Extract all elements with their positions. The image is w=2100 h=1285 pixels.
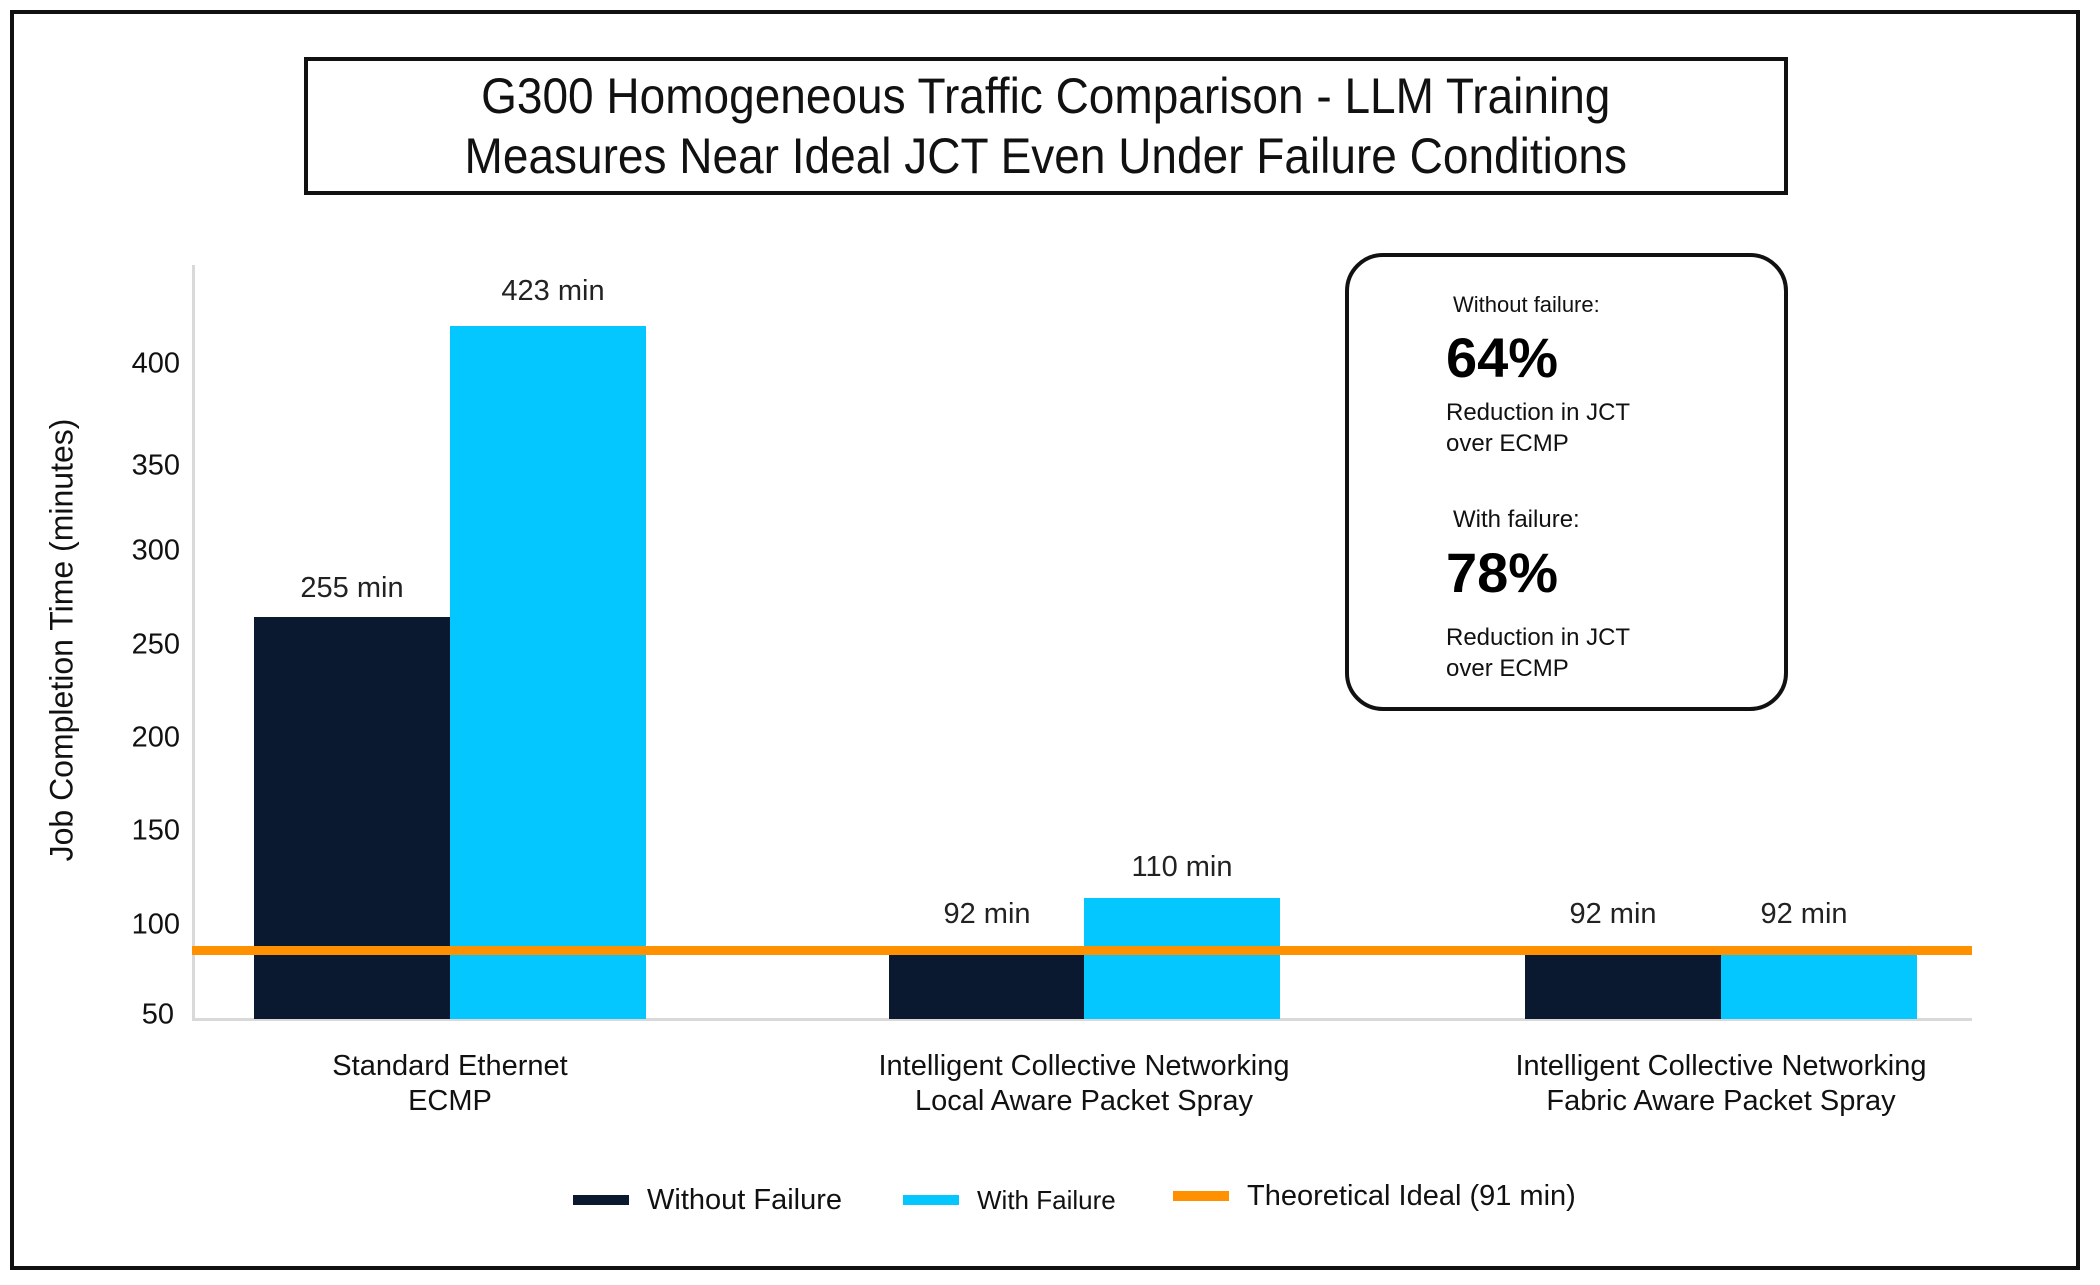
summary-callout-box: Without failure: 64% Reduction in JCT ov… <box>1345 253 1788 711</box>
bar-label-fabric-without: 92 min <box>1569 898 1657 930</box>
y-tick-300: 300 <box>131 534 180 567</box>
y-tick-100: 100 <box>131 908 180 941</box>
chart-title-box: G300 Homogeneous Traffic Comparison - LL… <box>304 57 1788 195</box>
bar-label-ecmp-without: 255 min <box>300 572 404 604</box>
callout-without-heading: Without failure: <box>1453 292 1600 317</box>
legend-label-theoretical-ideal: Theoretical Ideal (91 min) <box>1247 1179 1576 1212</box>
x-axis-line <box>192 1018 1972 1021</box>
callout-with-value: 78% <box>1446 541 1559 604</box>
y-axis-line <box>192 265 195 1021</box>
category-label-fabric-line-1: Intelligent Collective Networking <box>1515 1050 1927 1082</box>
bar-ecmp-without-failure <box>254 617 450 1019</box>
callout-with-heading: With failure: <box>1453 506 1580 533</box>
legend-swatch-theoretical-ideal <box>1173 1191 1229 1201</box>
category-label-ecmp-line-2: ECMP <box>408 1085 492 1117</box>
legend-item-theoretical-ideal: Theoretical Ideal (91 min) <box>1173 1176 1576 1216</box>
y-tick-50: 50 <box>141 998 174 1031</box>
y-tick-200: 200 <box>131 721 180 754</box>
chart-frame <box>10 10 2080 1270</box>
legend-swatch-without-failure <box>573 1195 629 1205</box>
y-tick-150: 150 <box>131 814 180 847</box>
bar-label-fabric-with: 92 min <box>1760 898 1848 930</box>
legend-label-without-failure: Without Failure <box>647 1183 843 1216</box>
bar-local-with-failure <box>1084 898 1280 1019</box>
y-tick-250: 250 <box>131 628 180 661</box>
category-label-fabric-aware: Intelligent Collective Networking Fabric… <box>1461 1049 1981 1119</box>
legend-item-without-failure: Without Failure <box>573 1180 842 1220</box>
callout-without-desc: Reduction in JCT over ECMP <box>1446 397 1630 459</box>
callout-without-value: 64% <box>1446 326 1559 389</box>
category-label-local-line-1: Intelligent Collective Networking <box>878 1050 1290 1082</box>
bar-label-local-without: 92 min <box>943 898 1031 930</box>
callout-without-desc-line-1: Reduction in JCT <box>1446 399 1631 426</box>
legend-item-with-failure: With Failure <box>903 1180 1116 1220</box>
bar-fabric-without-failure <box>1525 952 1721 1019</box>
legend-swatch-with-failure <box>903 1195 959 1205</box>
category-label-local-aware: Intelligent Collective Networking Local … <box>824 1049 1344 1119</box>
category-label-fabric-line-2: Fabric Aware Packet Spray <box>1546 1085 1896 1117</box>
bar-ecmp-with-failure <box>450 326 646 1019</box>
bar-fabric-with-failure <box>1721 952 1917 1019</box>
theoretical-ideal-line <box>192 946 1972 955</box>
bar-label-local-with: 110 min <box>1131 851 1233 883</box>
callout-with-desc-line-2: over ECMP <box>1446 655 1569 682</box>
category-label-ecmp: Standard Ethernet ECMP <box>190 1049 710 1119</box>
callout-with-desc: Reduction in JCT over ECMP <box>1446 622 1630 684</box>
category-label-ecmp-line-1: Standard Ethernet <box>332 1050 568 1082</box>
bar-label-ecmp-with: 423 min <box>501 275 605 307</box>
chart-title-line-1: G300 Homogeneous Traffic Comparison - LL… <box>481 68 1611 124</box>
callout-without-desc-line-2: over ECMP <box>1446 430 1569 457</box>
callout-with-desc-line-1: Reduction in JCT <box>1446 624 1631 651</box>
category-label-local-line-2: Local Aware Packet Spray <box>915 1085 1253 1117</box>
chart-title-line-2: Measures Near Ideal JCT Even Under Failu… <box>464 128 1628 184</box>
y-tick-400: 400 <box>131 347 180 380</box>
y-tick-350: 350 <box>131 449 180 482</box>
y-axis-title: Job Completion Time (minutes) <box>43 418 80 862</box>
bar-local-without-failure <box>889 950 1084 1019</box>
legend-label-with-failure: With Failure <box>977 1184 1116 1215</box>
